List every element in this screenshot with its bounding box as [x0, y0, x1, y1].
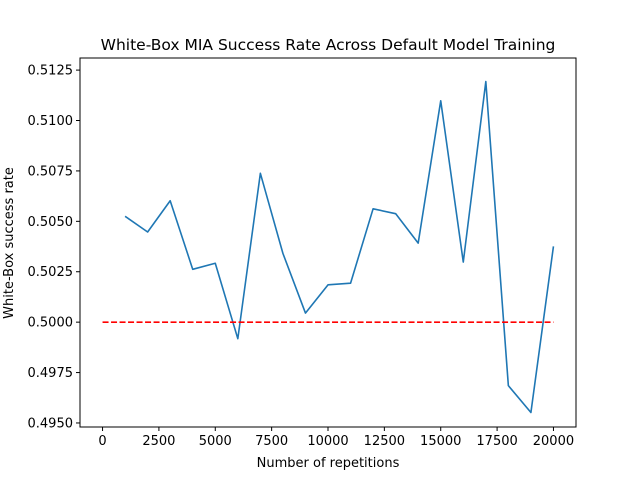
x-tick-label: 5000 [199, 434, 232, 449]
plot-series [102, 80, 555, 414]
x-tick-label: 17500 [476, 434, 517, 449]
y-tick-label: 0.5125 [28, 64, 74, 79]
chart-title: White-Box MIA Success Rate Across Defaul… [101, 36, 556, 54]
x-tick-label: 7500 [255, 434, 288, 449]
x-axis: 0 2500 5000 7500 10000 12500 15000 17500 20000 [98, 427, 574, 449]
y-tick-label: 0.5000 [28, 316, 74, 331]
x-tick-label: 15000 [420, 434, 461, 449]
x-tick-label: 20000 [533, 434, 574, 449]
y-tick-label: 0.4950 [28, 416, 74, 431]
x-tick-label: 2500 [142, 434, 175, 449]
x-axis-label: Number of repetitions [257, 456, 400, 471]
success-rate-line [124, 80, 555, 414]
y-tick-label: 0.5075 [28, 164, 74, 179]
y-tick-label: 0.5100 [28, 114, 74, 129]
y-axis-label: White-Box success rate [2, 167, 17, 319]
y-tick-label: 0.5050 [28, 215, 74, 230]
y-tick-label: 0.4975 [28, 366, 74, 381]
plot-frame [79, 57, 577, 428]
x-tick-label: 0 [98, 434, 106, 449]
x-tick-label: 12500 [364, 434, 405, 449]
x-tick-label: 10000 [307, 434, 348, 449]
y-tick-label: 0.5025 [28, 265, 74, 280]
y-axis: 0.4950 0.4975 0.5000 0.5025 0.5050 0.5075 0.51… [28, 64, 80, 431]
